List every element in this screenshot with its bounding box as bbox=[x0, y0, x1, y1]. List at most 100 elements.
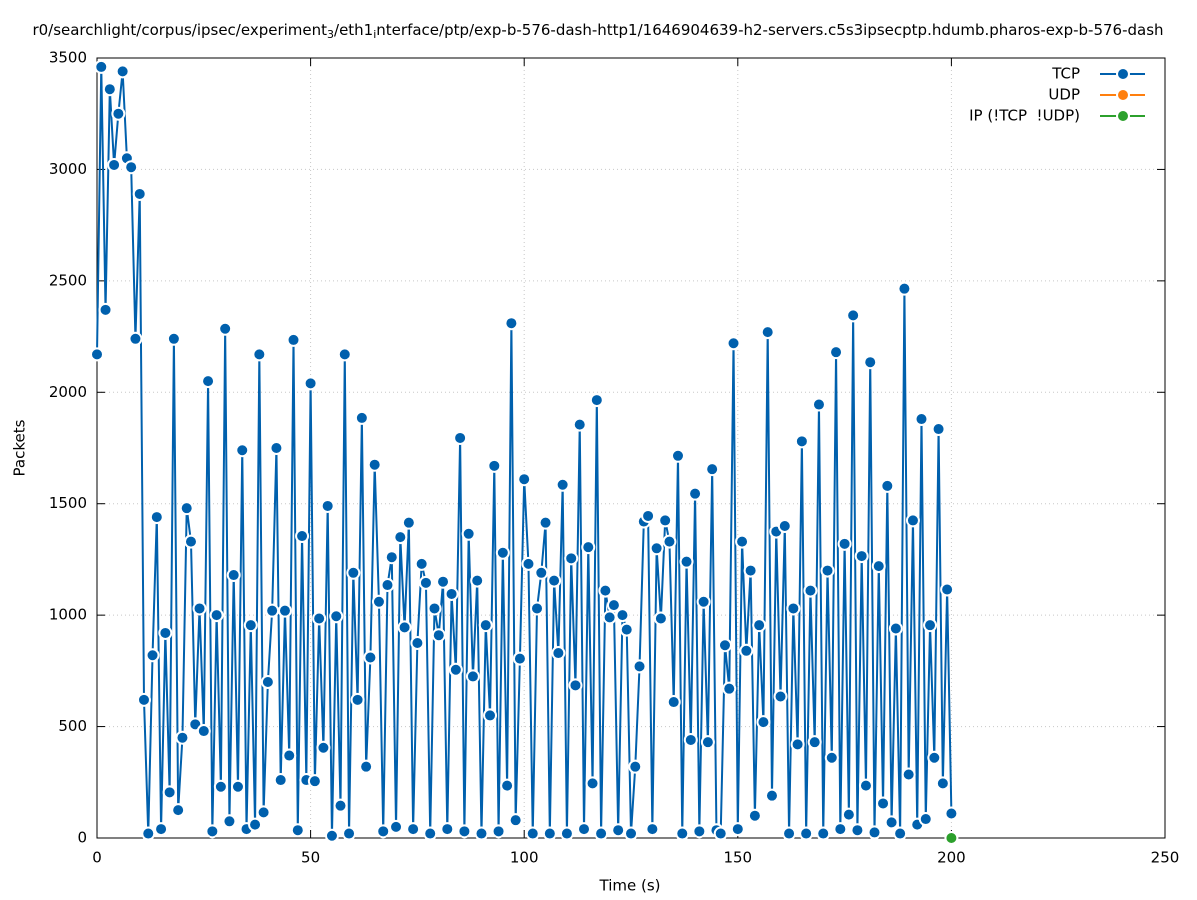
data-point bbox=[333, 798, 348, 813]
data-point bbox=[196, 724, 211, 739]
data-point bbox=[854, 549, 869, 564]
data-point bbox=[888, 621, 903, 636]
data-point bbox=[901, 767, 916, 782]
data-point bbox=[837, 536, 852, 551]
data-point bbox=[649, 541, 664, 556]
legend-marker bbox=[1116, 109, 1130, 123]
plot-frame bbox=[96, 57, 1166, 839]
data-point bbox=[478, 618, 493, 633]
y-tick-label: 1500 bbox=[49, 494, 87, 512]
y-tick-label: 2000 bbox=[49, 383, 87, 401]
data-point bbox=[359, 759, 374, 774]
data-point bbox=[277, 603, 292, 618]
data-point bbox=[743, 563, 758, 578]
data-point bbox=[346, 565, 361, 580]
data-point bbox=[585, 776, 600, 791]
title-part: nterface/ptp/exp-b-576-dash-http1/164690… bbox=[376, 21, 1163, 39]
data-point bbox=[717, 638, 732, 653]
data-point bbox=[841, 807, 856, 822]
data-point bbox=[380, 578, 395, 593]
data-point bbox=[824, 750, 839, 765]
data-point bbox=[470, 573, 485, 588]
data-point bbox=[858, 778, 873, 793]
data-point bbox=[487, 458, 502, 473]
data-point bbox=[154, 822, 169, 837]
data-point bbox=[807, 735, 822, 750]
data-point bbox=[944, 831, 959, 845]
data-point bbox=[226, 568, 241, 583]
data-point bbox=[320, 498, 335, 513]
x-tick-label: 50 bbox=[301, 849, 320, 867]
data-point bbox=[876, 796, 891, 811]
data-point bbox=[577, 822, 592, 837]
data-point bbox=[666, 695, 681, 710]
data-point bbox=[222, 814, 237, 829]
x-tick-label: 0 bbox=[92, 849, 102, 867]
data-point bbox=[431, 628, 446, 643]
data-point bbox=[406, 822, 421, 837]
data-point bbox=[944, 806, 959, 821]
data-point bbox=[260, 675, 275, 689]
data-point bbox=[453, 430, 468, 445]
data-point bbox=[465, 669, 480, 684]
data-point bbox=[303, 376, 318, 391]
data-point bbox=[307, 774, 322, 789]
data-point bbox=[457, 824, 472, 839]
data-point bbox=[124, 160, 139, 175]
data-point bbox=[192, 601, 207, 616]
y-tick-label: 500 bbox=[58, 717, 87, 735]
data-point bbox=[589, 393, 604, 408]
data-point bbox=[542, 826, 557, 841]
data-point bbox=[786, 601, 801, 616]
data-point bbox=[914, 412, 929, 427]
title-part: 3 bbox=[327, 28, 334, 41]
data-point bbox=[517, 472, 532, 487]
data-point bbox=[508, 813, 523, 828]
y-tick-label: 2500 bbox=[49, 271, 87, 289]
data-point bbox=[107, 157, 122, 172]
data-point bbox=[722, 681, 737, 696]
data-point bbox=[653, 611, 668, 626]
y-tick-label: 1000 bbox=[49, 606, 87, 624]
data-point bbox=[444, 586, 459, 601]
data-point bbox=[269, 441, 284, 455]
data-point bbox=[683, 732, 698, 747]
data-point bbox=[427, 601, 442, 616]
y-tick-label: 0 bbox=[77, 829, 87, 847]
data-point bbox=[256, 805, 271, 820]
data-point bbox=[538, 515, 553, 530]
data-point bbox=[252, 347, 267, 362]
data-point bbox=[820, 563, 835, 578]
data-point bbox=[568, 678, 583, 693]
data-point bbox=[491, 824, 506, 839]
data-point bbox=[564, 551, 579, 566]
legend-marker bbox=[1116, 88, 1130, 102]
data-point bbox=[905, 513, 920, 528]
data-point bbox=[440, 822, 455, 837]
data-point bbox=[410, 636, 425, 650]
data-point bbox=[829, 345, 844, 360]
data-point bbox=[295, 529, 310, 544]
data-point bbox=[935, 776, 950, 791]
data-point bbox=[102, 82, 117, 97]
data-point bbox=[931, 422, 946, 437]
data-point bbox=[401, 515, 416, 530]
data-point bbox=[833, 822, 848, 837]
legend-label: TCP bbox=[1051, 65, 1080, 83]
data-point bbox=[730, 822, 745, 837]
data-point bbox=[619, 622, 634, 637]
data-point bbox=[111, 106, 126, 121]
data-point bbox=[871, 559, 886, 574]
data-point bbox=[141, 826, 156, 841]
data-point bbox=[282, 748, 297, 763]
data-point bbox=[175, 730, 190, 745]
data-point bbox=[461, 526, 476, 541]
data-point bbox=[145, 648, 160, 663]
data-point bbox=[940, 582, 955, 597]
data-point bbox=[423, 826, 438, 841]
data-point bbox=[799, 826, 814, 841]
data-point bbox=[794, 434, 809, 449]
data-point bbox=[692, 824, 707, 839]
data-point bbox=[846, 308, 861, 323]
